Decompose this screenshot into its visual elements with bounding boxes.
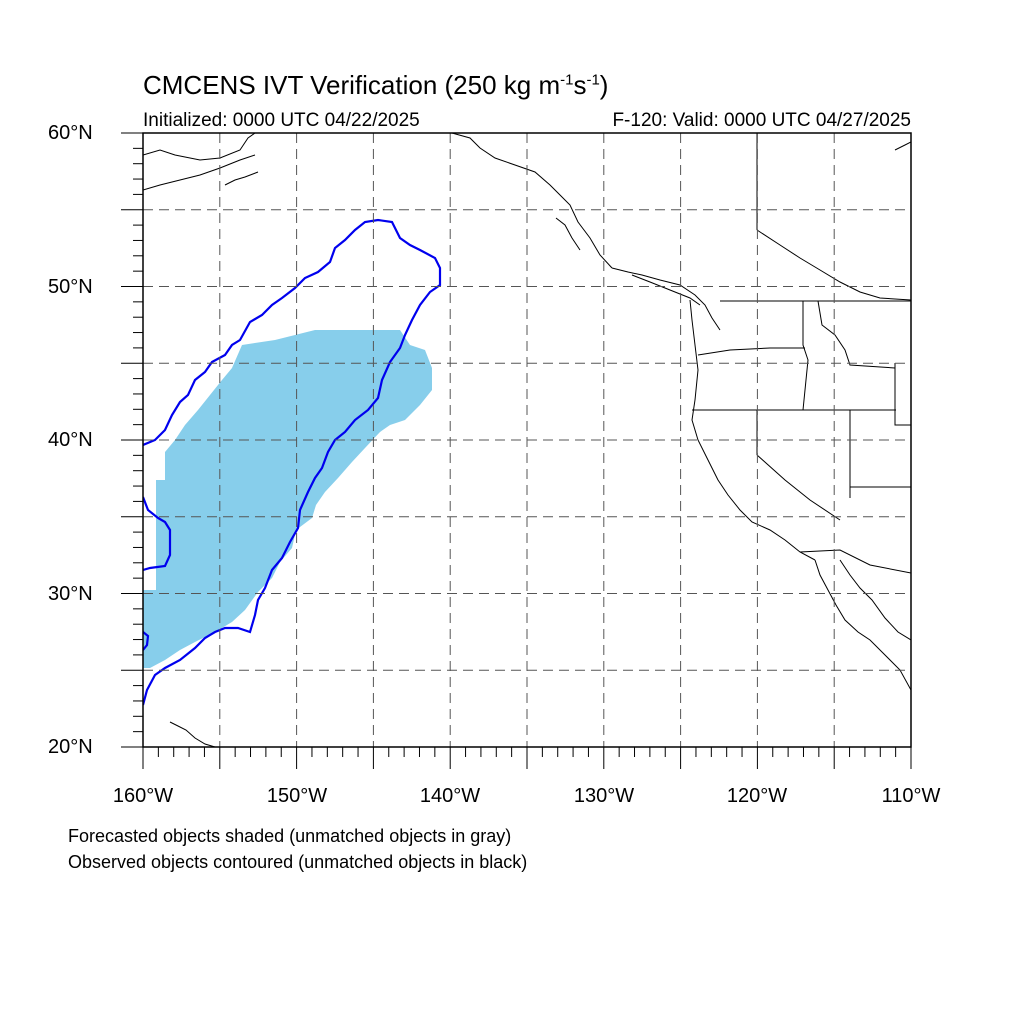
alberta-border bbox=[756, 229, 911, 301]
lon-label-140w: 140°W bbox=[419, 785, 481, 807]
mx-us-border bbox=[799, 549, 911, 574]
lat-label-50n: 50°N bbox=[48, 276, 93, 298]
hawaii-islands bbox=[169, 721, 216, 747]
alaska-coast bbox=[143, 133, 256, 161]
lat-label-40n: 40°N bbox=[48, 429, 93, 451]
lon-label-130w: 130°W bbox=[573, 785, 635, 807]
axis-ticks bbox=[121, 132, 912, 769]
baja-california bbox=[814, 559, 911, 691]
observed-contour-west-edge bbox=[143, 496, 172, 572]
lon-label-120w: 120°W bbox=[726, 785, 788, 807]
lon-label-160w: 160°W bbox=[112, 785, 174, 807]
forecast-object bbox=[143, 330, 432, 668]
observed-contour-main bbox=[143, 218, 442, 706]
political-borders bbox=[692, 133, 911, 574]
footnote-observed: Observed objects contoured (unmatched ob… bbox=[68, 852, 528, 872]
us-west-coast bbox=[689, 299, 816, 561]
hudson-coast bbox=[894, 141, 911, 151]
footnote-forecast: Forecasted objects shaded (unmatched obj… bbox=[68, 826, 512, 846]
bc-islands bbox=[555, 217, 581, 251]
plot-title: CMCENS IVT Verification (250 kg m-1s-1) bbox=[143, 70, 609, 100]
observed-object bbox=[143, 218, 442, 706]
mt-border bbox=[817, 300, 896, 369]
vancouver-island bbox=[631, 274, 701, 306]
valid-time-label: F-120: Valid: 0000 UTC 04/27/2025 bbox=[612, 110, 911, 131]
lat-label-30n: 30°N bbox=[48, 583, 93, 605]
alaska-panhandle bbox=[451, 133, 613, 269]
ca-nv-diagonal bbox=[756, 454, 841, 521]
wa-or-border bbox=[697, 347, 805, 356]
init-time-label: Initialized: 0000 UTC 04/22/2025 bbox=[143, 110, 420, 131]
id-border bbox=[802, 301, 809, 411]
lat-label-60n: 60°N bbox=[48, 122, 93, 144]
mexico-mainland bbox=[839, 559, 911, 641]
coastlines bbox=[143, 133, 911, 747]
bc-coast bbox=[611, 267, 721, 331]
lon-label-110w: 110°W bbox=[881, 785, 941, 807]
wy-border bbox=[894, 363, 911, 426]
lon-label-150w: 150°W bbox=[266, 785, 328, 807]
alaska-peninsula bbox=[143, 154, 256, 191]
alaska-islands bbox=[224, 171, 259, 186]
graticule bbox=[143, 133, 911, 747]
lat-label-20n: 20°N bbox=[48, 736, 93, 758]
forecast-shaded-region bbox=[143, 330, 432, 668]
observed-contour-small bbox=[143, 631, 150, 651]
